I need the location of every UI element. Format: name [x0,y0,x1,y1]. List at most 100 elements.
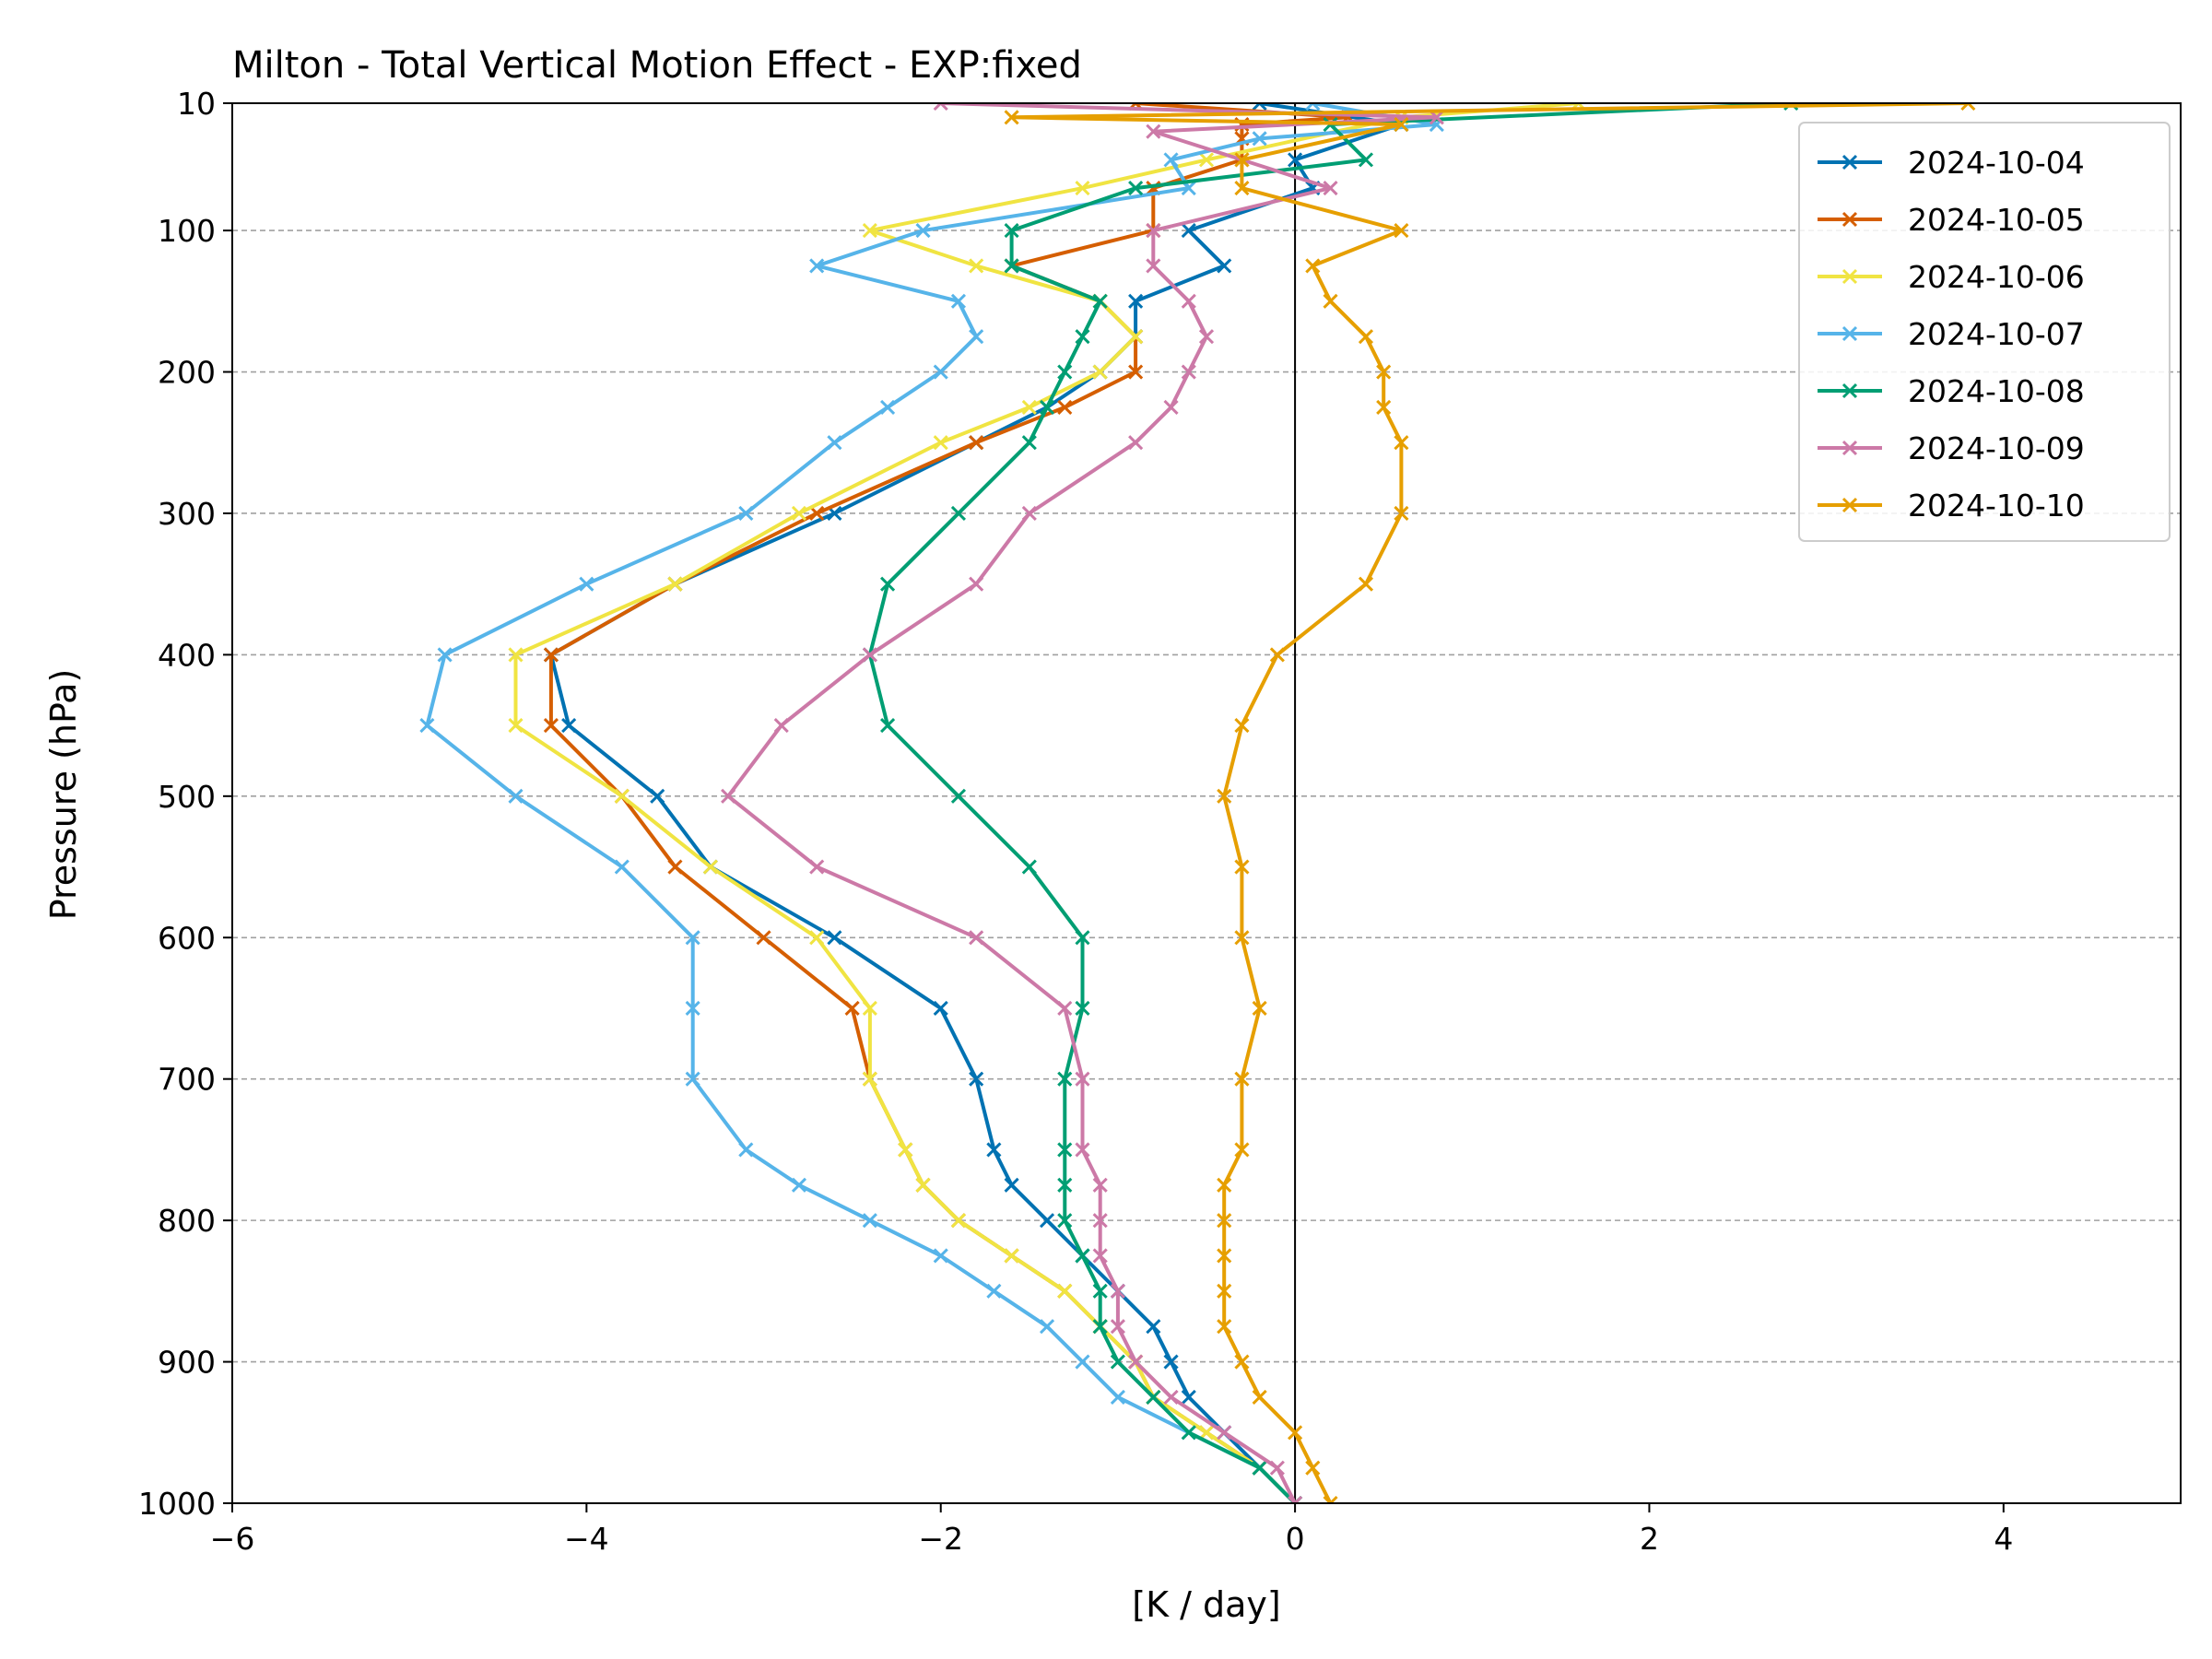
legend-label: 2024-10-08 [1908,373,2085,409]
data-point [1075,1142,1090,1158]
data-point [1075,1000,1090,1017]
data-point [1004,258,1019,274]
legend-label: 2024-10-09 [1908,430,2085,466]
data-point [1181,223,1196,239]
chart-title: Milton - Total Vertical Motion Effect - … [232,44,1082,87]
data-point [969,930,984,946]
data-point [950,505,967,522]
data-point [1057,1142,1073,1158]
data-point [614,788,629,804]
legend-marker [1841,382,1858,399]
data-point [1128,329,1144,345]
x-tick-label: 2 [1640,1521,1659,1557]
data-point [1252,103,1267,112]
data-point [969,329,984,345]
data-point [756,930,771,946]
data-point [862,647,877,663]
data-point [1163,152,1179,168]
data-point [508,647,524,663]
data-point [1217,1177,1232,1193]
data-point [1217,1283,1232,1299]
data-point [508,718,524,734]
data-point [791,505,807,522]
data-point [1039,1213,1055,1229]
data-point [1217,788,1232,804]
data-point [1004,1248,1019,1264]
data-point [1252,1000,1267,1017]
data-point [437,647,453,663]
data-point [809,258,825,274]
data-point [1181,364,1196,380]
data-point [1092,1248,1108,1264]
legend-marker [1841,325,1858,342]
data-point [419,718,435,734]
data-point [1021,859,1037,875]
data-point [862,1213,877,1229]
data-point [1394,223,1409,239]
data-point [1092,1319,1108,1335]
data-point [950,293,967,309]
x-axis-label: [K / day] [1132,1584,1280,1625]
data-point [1252,1389,1267,1405]
plot-frame [231,102,2182,1504]
data-point [827,930,842,946]
data-point [1376,364,1392,380]
data-point [1146,124,1161,139]
data-point [1288,1425,1303,1441]
data-point [1110,1319,1125,1335]
data-point [773,718,789,734]
data-point [1092,364,1108,380]
data-point [1092,1177,1108,1193]
data-point [1057,399,1073,415]
data-point [809,859,825,875]
data-point [1075,329,1090,345]
data-point [950,788,967,804]
data-point [1198,152,1215,168]
data-point [933,364,948,380]
data-point [898,1142,913,1158]
series-line-4 [425,103,1439,1503]
data-point [986,1142,1002,1158]
x-tick-label: −6 [210,1521,255,1557]
data-point [1146,1389,1161,1405]
data-point [1305,1460,1321,1476]
data-point [1146,258,1161,274]
data-point [1234,930,1250,946]
data-point [1057,364,1073,380]
data-point [1021,435,1037,451]
data-point [1288,152,1303,168]
y-tick-label: 700 [158,1062,216,1098]
data-point [1057,1000,1073,1017]
data-point [986,1283,1002,1299]
data-point [1234,1354,1250,1370]
data-point [844,1000,860,1017]
data-point [738,1142,754,1158]
legend-label: 2024-10-07 [1908,316,2085,352]
data-point [1128,364,1144,380]
data-point [650,788,665,804]
y-tick-label: 1000 [138,1486,216,1522]
data-point [969,1071,984,1087]
data-point [1057,1071,1073,1087]
data-point [579,576,594,592]
data-point [1092,1283,1108,1299]
data-point [915,223,931,239]
data-point [1269,1460,1285,1476]
data-point [1075,181,1090,196]
y-tick-label: 400 [158,637,216,673]
y-axis-label: Pressure (hPa) [43,669,84,921]
data-point [1198,1425,1215,1441]
data-point [1146,1319,1161,1335]
series-layer [419,103,1976,1503]
data-point [1181,1389,1196,1405]
data-point [1376,399,1392,415]
y-tick-label: 300 [158,496,216,532]
data-point [1128,293,1144,309]
data-point [508,788,524,804]
data-point [1021,505,1037,522]
data-point [1039,399,1055,415]
data-point [1269,647,1285,663]
legend-label: 2024-10-10 [1908,488,2085,524]
data-point [1163,399,1179,415]
